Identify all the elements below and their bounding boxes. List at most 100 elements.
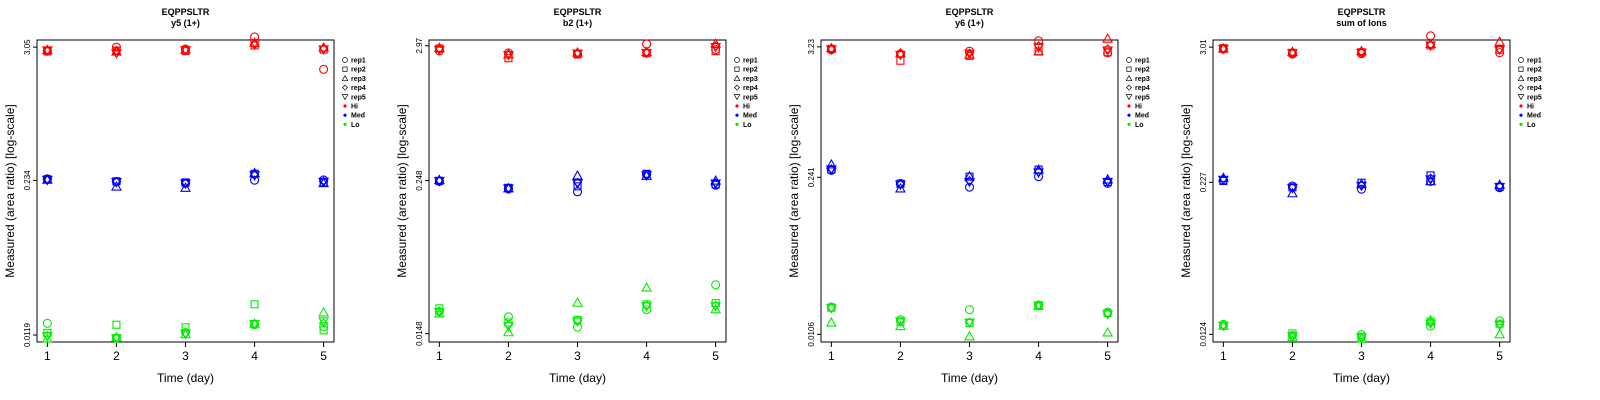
data-point-hi-rep4-day5 — [1494, 44, 1505, 54]
data-point-lo-rep3-day2 — [894, 320, 906, 331]
data-point-med-rep5-day2 — [1286, 184, 1298, 194]
data-point-med-rep3-day3 — [964, 170, 975, 181]
legend-marker-hi — [1519, 104, 1523, 108]
data-point-hi-rep1-day4 — [1034, 36, 1044, 46]
legend-label-rep1: rep1 — [1135, 58, 1150, 65]
data-point-hi-rep4-day5 — [318, 43, 329, 54]
data-point-hi-rep5-day1 — [41, 46, 53, 57]
data-point-lo-rep5-day4 — [1033, 301, 1045, 312]
legend-label-med: Med — [1135, 113, 1149, 120]
legend-label-rep1: rep1 — [743, 58, 758, 65]
data-point-med-rep1-day3 — [964, 182, 975, 192]
x-tick-label: 1 — [44, 349, 51, 363]
legend-marker-lo — [343, 122, 347, 126]
data-point-med-rep3-day2 — [110, 180, 122, 191]
data-point-med-rep5-day2 — [502, 184, 514, 195]
data-point-lo-rep1-day2 — [503, 312, 513, 322]
data-point-lo-rep5-day3 — [964, 318, 975, 329]
data-point-lo-rep5-day1 — [1217, 321, 1229, 332]
data-point-hi-rep4-day2 — [503, 49, 514, 59]
legend-label-rep2: rep2 — [1135, 67, 1150, 74]
x-tick-label: 5 — [320, 349, 327, 363]
data-point-lo-rep5-day3 — [180, 329, 191, 340]
legend-marker-rep1 — [342, 57, 348, 63]
legend-label-lo: Lo — [1527, 122, 1536, 129]
legend-label-rep3: rep3 — [1527, 76, 1542, 83]
data-point-med-rep5-day5 — [1102, 177, 1114, 188]
legend-label-rep5: rep5 — [1527, 94, 1542, 101]
legend-marker-rep5 — [733, 94, 741, 101]
legend-label-rep4: rep4 — [743, 85, 758, 92]
data-point-lo-rep5-day4 — [1425, 319, 1437, 330]
x-tick-label: 1 — [1220, 349, 1227, 363]
legend-label-lo: Lo — [743, 122, 752, 129]
x-tick-label: 3 — [574, 349, 581, 363]
data-point-hi-rep3-day4 — [1033, 45, 1045, 56]
legend-label-rep4: rep4 — [351, 85, 366, 92]
x-tick-label: 5 — [1496, 349, 1503, 363]
x-tick-label: 2 — [897, 349, 904, 363]
data-point-lo-rep4-day5 — [710, 300, 721, 310]
data-point-med-rep4-day4 — [1425, 173, 1436, 184]
data-point-hi-rep5-day4 — [1033, 43, 1045, 53]
legend-marker-rep1 — [1126, 57, 1132, 63]
legend-label-hi: Hi — [1135, 104, 1142, 111]
chart-subtitle: y5 (1+) — [171, 18, 200, 28]
data-point-lo-rep5-day1 — [433, 308, 445, 318]
legend-label-rep1: rep1 — [351, 58, 366, 65]
legend: rep1 rep2 rep3 rep4 rep5 Hi Med Lo — [1125, 57, 1150, 129]
legend-label-rep3: rep3 — [1135, 76, 1150, 83]
legend-marker-rep5 — [341, 94, 349, 101]
data-point-lo-rep2-day2 — [112, 320, 121, 329]
data-point-hi-rep3-day5 — [1102, 33, 1114, 43]
data-point-lo-rep5-day5 — [710, 302, 722, 312]
chart-title: EQPPSLTR — [554, 7, 602, 17]
data-point-med-rep5-day4 — [641, 171, 653, 181]
data-point-hi-rep4-day5 — [710, 41, 721, 51]
data-point-lo-rep3-day2 — [110, 331, 122, 342]
legend-label-rep5: rep5 — [1135, 94, 1150, 101]
data-point-lo-rep5-day2 — [110, 334, 122, 344]
data-point-lo-rep3-day4 — [641, 281, 653, 292]
y-tick-label: 3.05 — [23, 39, 32, 55]
x-tick-label: 4 — [643, 349, 650, 363]
data-point-lo-rep4-day4 — [1425, 317, 1436, 328]
legend-marker-rep2 — [342, 66, 348, 72]
x-axis-label: Time (day) — [1333, 371, 1390, 385]
x-tick-label: 1 — [828, 349, 835, 363]
data-point-lo-rep5-day5 — [1494, 320, 1506, 331]
data-point-hi-rep5-day1 — [1217, 44, 1229, 55]
data-point-med-rep2-day3 — [573, 182, 582, 191]
data-point-med-rep5-day3 — [1356, 181, 1367, 192]
legend-label-med: Med — [1527, 113, 1541, 120]
data-point-lo-rep5-day5 — [318, 317, 330, 327]
data-point-med-rep4-day3 — [1356, 180, 1367, 190]
chart-title: EQPPSLTR — [162, 7, 210, 17]
data-point-med-rep5-day3 — [964, 177, 975, 188]
legend-marker-rep4 — [1126, 84, 1132, 91]
data-point-hi-rep4-day2 — [111, 45, 122, 56]
legend-marker-rep3 — [1517, 74, 1525, 81]
legend-marker-med — [735, 113, 739, 117]
chart-subtitle: sum of Ions — [1336, 18, 1387, 28]
data-point-med-rep5-day1 — [41, 175, 53, 186]
x-axis-label: Time (day) — [941, 371, 998, 385]
legend-label-med: Med — [743, 113, 757, 120]
data-point-lo-rep3-day5 — [1494, 328, 1506, 339]
data-point-med-rep5-day4 — [1425, 175, 1437, 185]
legend-marker-rep4 — [342, 84, 348, 91]
data-point-lo-rep5-day1 — [41, 332, 53, 342]
x-axis-label: Time (day) — [157, 371, 214, 385]
y-tick-label: 0.0124 — [1199, 322, 1208, 347]
y-axis-label: Measured (area ratio) [log-scale] — [395, 104, 409, 277]
data-point-lo-rep3-day2 — [502, 326, 514, 337]
data-point-lo-rep5-day2 — [1286, 331, 1298, 342]
data-point-hi-rep5-day2 — [1286, 49, 1298, 59]
legend-marker-lo — [1519, 122, 1523, 126]
legend-label-rep5: rep5 — [351, 94, 366, 101]
